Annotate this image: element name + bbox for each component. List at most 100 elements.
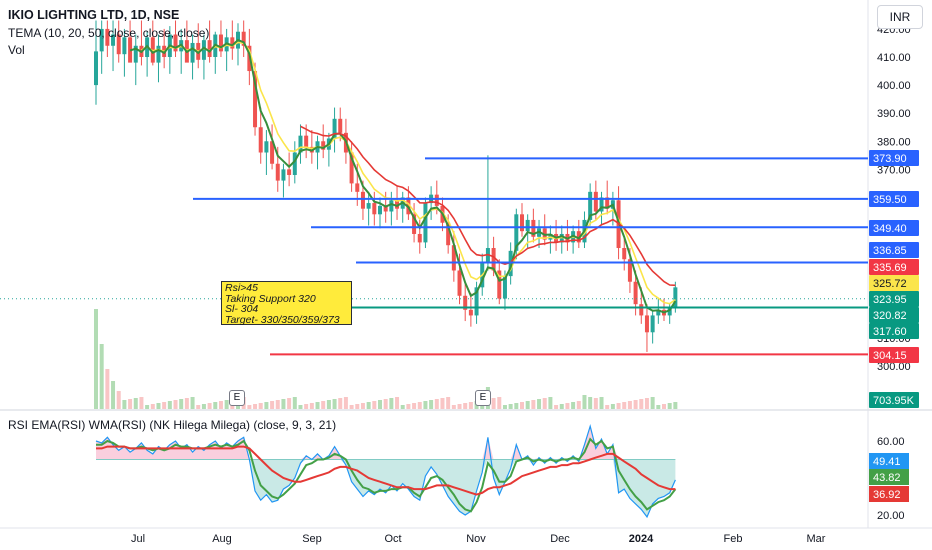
rsi-axis-badge-label: 49.41 (873, 456, 901, 468)
annotation-line: Rsi>45 (225, 282, 258, 294)
volume-bar (412, 403, 417, 409)
volume-bar (639, 399, 644, 409)
volume-bar (582, 395, 587, 409)
volume-bar (145, 405, 150, 409)
rsi-axis-badge (869, 453, 909, 469)
annotation-line: Sl- 304 (225, 303, 259, 316)
volume-bar (429, 400, 434, 409)
currency-button[interactable]: INR (877, 5, 923, 29)
time-axis-label: Oct (384, 533, 401, 545)
volume-bar (627, 401, 632, 409)
price-axis-badge (869, 291, 919, 307)
candle-body (270, 141, 275, 164)
volume-bar (247, 405, 252, 409)
time-axis-label: Jul (131, 533, 145, 545)
tema-indicator-label[interactable]: TEMA (10, 20, 50, close, close, close) (8, 26, 210, 40)
rsi-line (95, 423, 676, 519)
candle-body (360, 191, 365, 209)
candle-body (230, 37, 235, 49)
candle-body (122, 37, 127, 55)
candle-body (412, 214, 417, 234)
price-axis-badge-label: 349.40 (873, 223, 907, 235)
volume-bar (588, 397, 593, 409)
candle-body (133, 45, 138, 63)
price-tick-label: 370.00 (877, 164, 911, 176)
rsi-indicator-label[interactable]: RSI EMA(RSI) WMA(RSI) (NK Hilega Milega)… (8, 418, 337, 432)
volume-bar (128, 399, 133, 409)
candle-body (593, 191, 598, 212)
candle-body (502, 276, 507, 299)
price-axis-badge (869, 347, 919, 363)
candle-body (673, 287, 678, 308)
volume-bar (457, 404, 462, 409)
candle-body (116, 34, 121, 55)
volume-bar (520, 402, 524, 409)
candle-body (156, 45, 161, 63)
volume-bar (179, 399, 184, 409)
earnings-badge[interactable]: E (229, 390, 245, 406)
candle-body (258, 127, 263, 153)
candle-body (105, 28, 110, 46)
volume-bar (451, 405, 456, 409)
volume-bar (287, 398, 292, 409)
volume-bar (338, 398, 343, 409)
rsi-axis-badge (869, 486, 909, 502)
volume-bar (116, 391, 121, 409)
price-tick-label: 300.00 (877, 361, 911, 373)
volume-bar (616, 403, 621, 409)
earnings-badge[interactable]: E (475, 390, 491, 406)
symbol-title[interactable]: IKIO LIGHTING LTD, 1D, NSE (8, 8, 180, 22)
volume-bar (366, 402, 371, 409)
candle-body (207, 40, 212, 57)
price-axis-badge-label: 304.15 (873, 350, 907, 362)
volume-bar (122, 400, 127, 409)
candle-body (349, 152, 354, 184)
volume-bar (372, 401, 377, 409)
volume-bar (667, 403, 672, 409)
candle-body (639, 304, 644, 316)
volume-bar (360, 403, 365, 409)
price-axis-badge (869, 150, 919, 166)
volume-label[interactable]: Vol (8, 43, 25, 57)
volume-bar (167, 401, 172, 409)
time-axis-label: Nov (466, 533, 486, 545)
volume-bar (468, 402, 473, 409)
candle-body (491, 248, 496, 271)
volume-bar (599, 397, 604, 409)
volume-bar (355, 404, 360, 409)
volume-bar (298, 405, 303, 409)
candle-body (321, 141, 326, 150)
candle-body (474, 287, 479, 316)
candle-body (627, 259, 632, 282)
volume-bar (213, 402, 218, 409)
volume-bar (349, 405, 354, 409)
candle-body (383, 205, 388, 212)
candle-body (389, 200, 394, 212)
volume-bar (542, 398, 547, 409)
volume-bar (201, 404, 206, 409)
volume-bar (610, 404, 615, 409)
volume-bar (463, 403, 468, 409)
price-axis-badge-label: 373.90 (873, 153, 907, 165)
candle-body (332, 118, 337, 139)
trade-annotation[interactable]: Rsi>45 Taking Support 320 Sl- 304 Target… (221, 281, 352, 325)
rsi-overbought-fill (96, 426, 676, 460)
volume-bar (656, 405, 661, 409)
candle-body (468, 309, 473, 316)
volume-bar (207, 403, 212, 409)
volume-bar (559, 404, 564, 409)
candle-body (463, 295, 468, 310)
candle-body (531, 219, 536, 237)
volume-bar (321, 401, 326, 409)
price-axis-badge (869, 323, 919, 339)
time-axis-label: Aug (212, 533, 232, 545)
candle-body (241, 31, 246, 46)
candle-body (605, 197, 610, 209)
price-axis-badge (869, 275, 919, 291)
candle-body (292, 152, 297, 175)
rsi-tick-label: 20.00 (877, 510, 905, 522)
candle-body (457, 270, 462, 296)
time-axis-label: Dec (550, 533, 570, 545)
candle-body (173, 34, 178, 52)
